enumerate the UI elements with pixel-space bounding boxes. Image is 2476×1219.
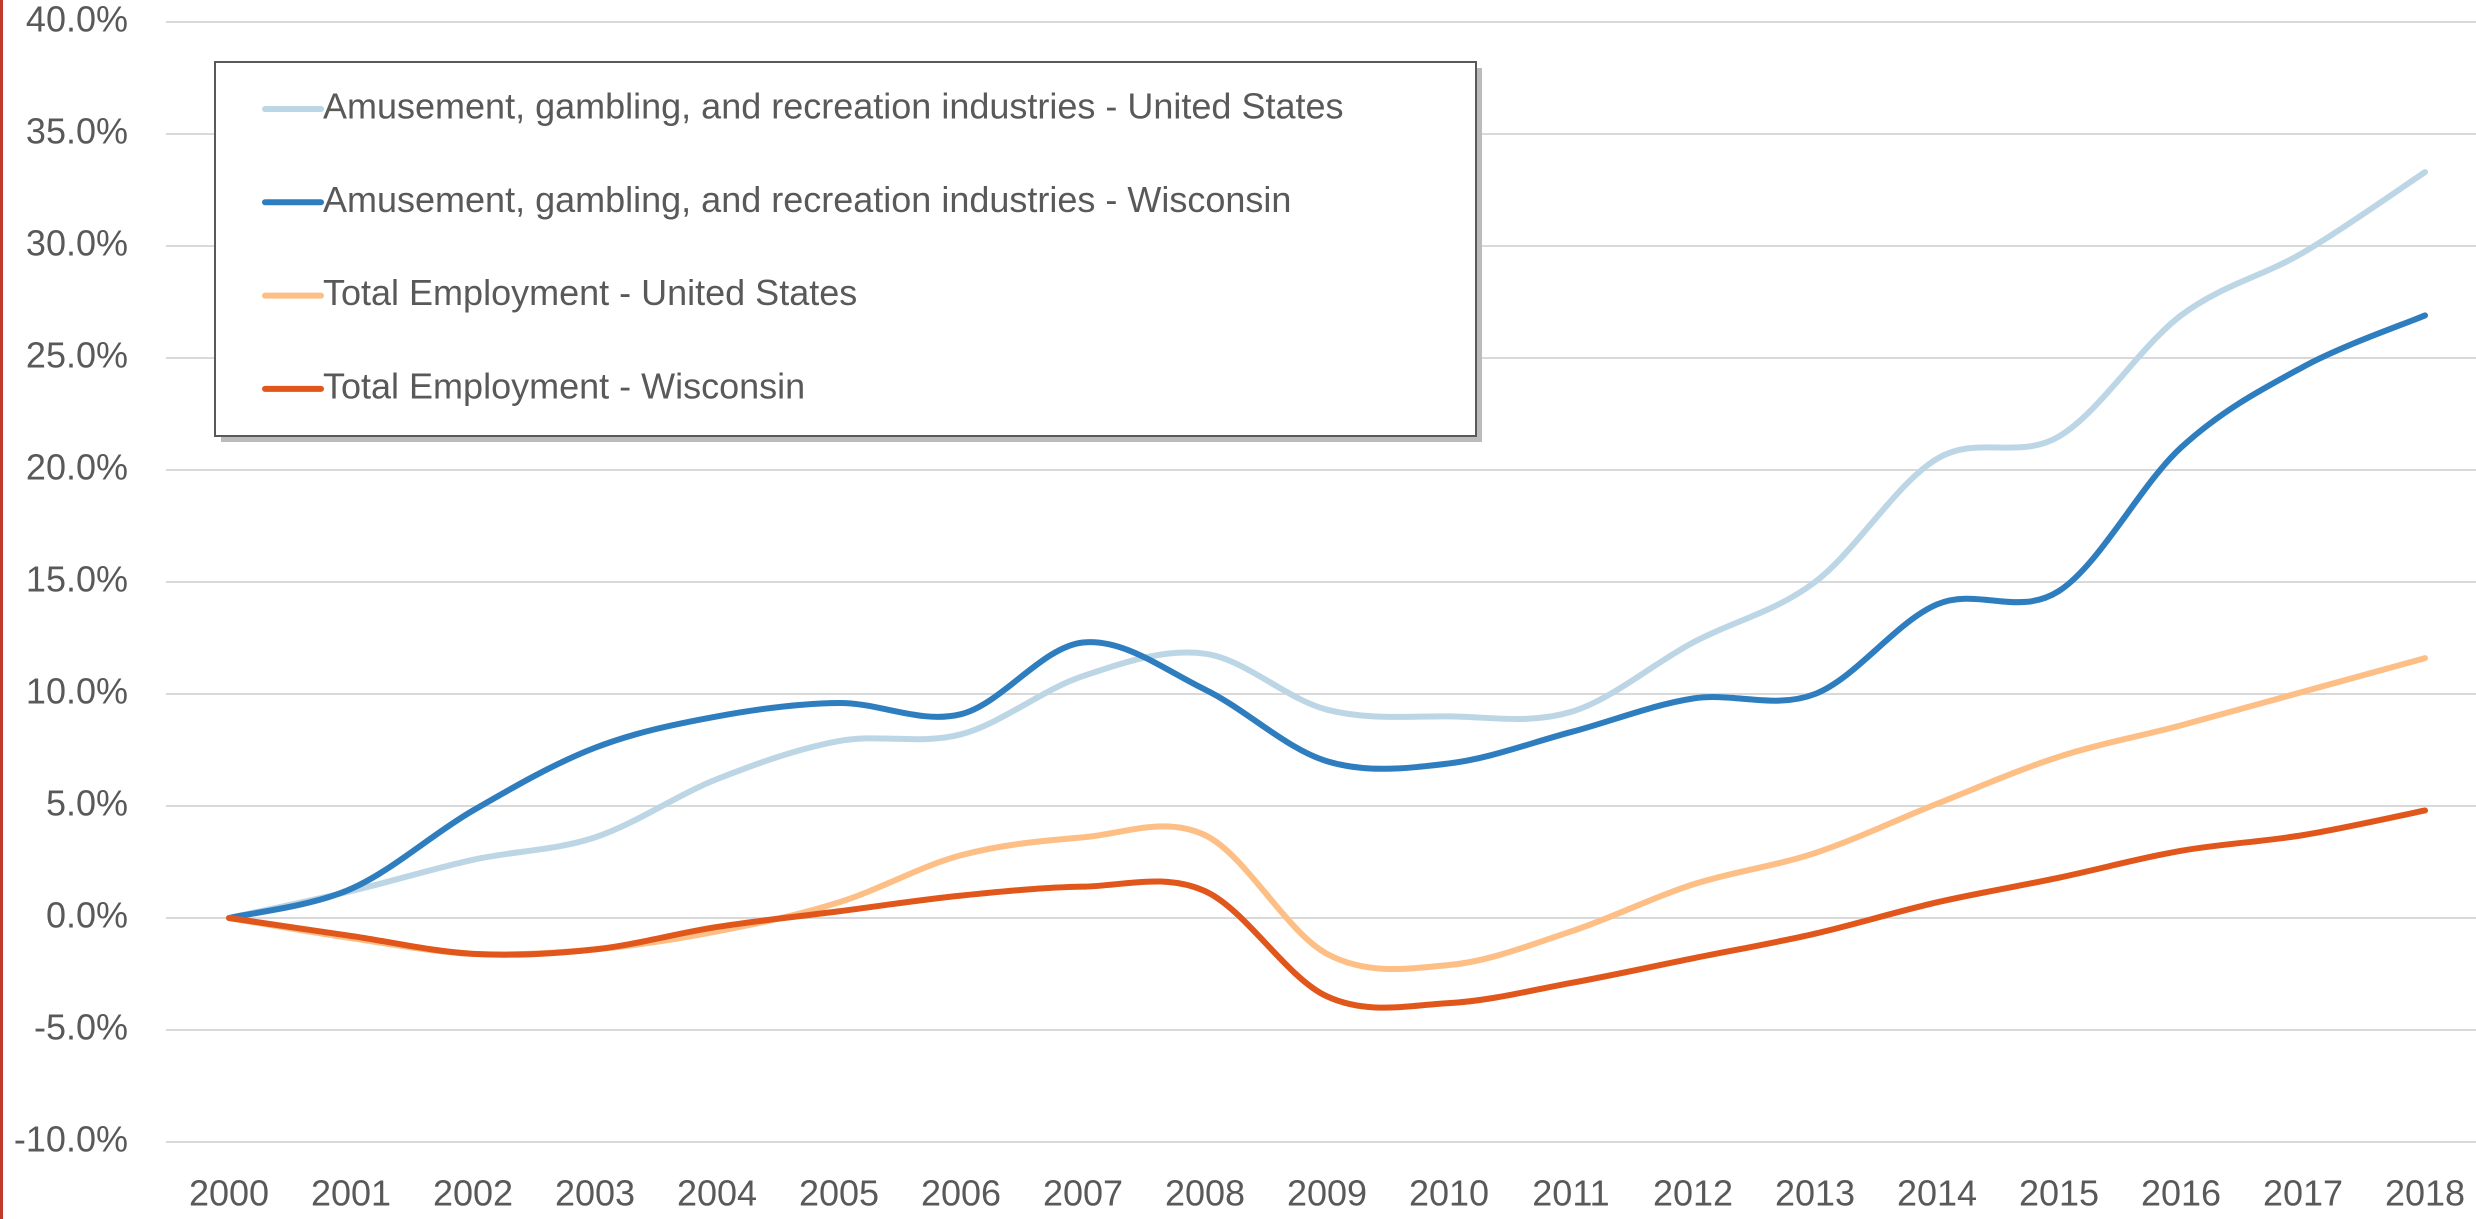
- x-tick-label: 2009: [1287, 1173, 1367, 1214]
- x-tick-label: 2012: [1653, 1173, 1733, 1214]
- y-tick-label: 35.0%: [26, 111, 128, 152]
- y-tick-label: 40.0%: [26, 0, 128, 40]
- x-tick-label: 2007: [1043, 1173, 1123, 1214]
- series-line: [226, 655, 2428, 972]
- x-tick-label: 2000: [189, 1173, 269, 1214]
- x-tick-label: 2017: [2263, 1173, 2343, 1214]
- y-tick-label: 10.0%: [26, 671, 128, 712]
- legend-label: Total Employment - United States: [323, 272, 857, 313]
- x-tick-label: 2014: [1897, 1173, 1977, 1214]
- legend-label: Total Employment - Wisconsin: [323, 365, 805, 406]
- y-tick-label: 30.0%: [26, 223, 128, 264]
- x-tick-label: 2001: [311, 1173, 391, 1214]
- x-tick-label: 2010: [1409, 1173, 1489, 1214]
- legend-label: Amusement, gambling, and recreation indu…: [323, 86, 1344, 127]
- x-tick-label: 2008: [1165, 1173, 1245, 1214]
- series-line: [226, 312, 2428, 921]
- y-tick-label: 20.0%: [26, 447, 128, 488]
- y-tick-label: 25.0%: [26, 335, 128, 376]
- x-tick-label: 2004: [677, 1173, 757, 1214]
- x-tick-label: 2002: [433, 1173, 513, 1214]
- series-line: [226, 169, 2428, 921]
- x-tick-label: 2018: [2385, 1173, 2465, 1214]
- series-line: [226, 807, 2428, 1011]
- y-tick-label: 15.0%: [26, 559, 128, 600]
- x-tick-label: 2011: [1532, 1173, 1609, 1214]
- x-tick-label: 2016: [2141, 1173, 2221, 1214]
- x-tick-label: 2013: [1775, 1173, 1855, 1214]
- y-tick-label: -10.0%: [14, 1119, 128, 1160]
- legend-label: Amusement, gambling, and recreation indu…: [323, 179, 1291, 220]
- y-tick-label: 5.0%: [46, 783, 128, 824]
- x-tick-label: 2006: [921, 1173, 1001, 1214]
- legend: Amusement, gambling, and recreation indu…: [214, 61, 1482, 442]
- x-tick-label: 2005: [799, 1173, 879, 1214]
- legend-box: [214, 61, 1477, 437]
- y-tick-label: -5.0%: [34, 1007, 128, 1048]
- y-tick-label: 0.0%: [46, 895, 128, 936]
- x-tick-label: 2003: [555, 1173, 635, 1214]
- x-tick-label: 2015: [2019, 1173, 2099, 1214]
